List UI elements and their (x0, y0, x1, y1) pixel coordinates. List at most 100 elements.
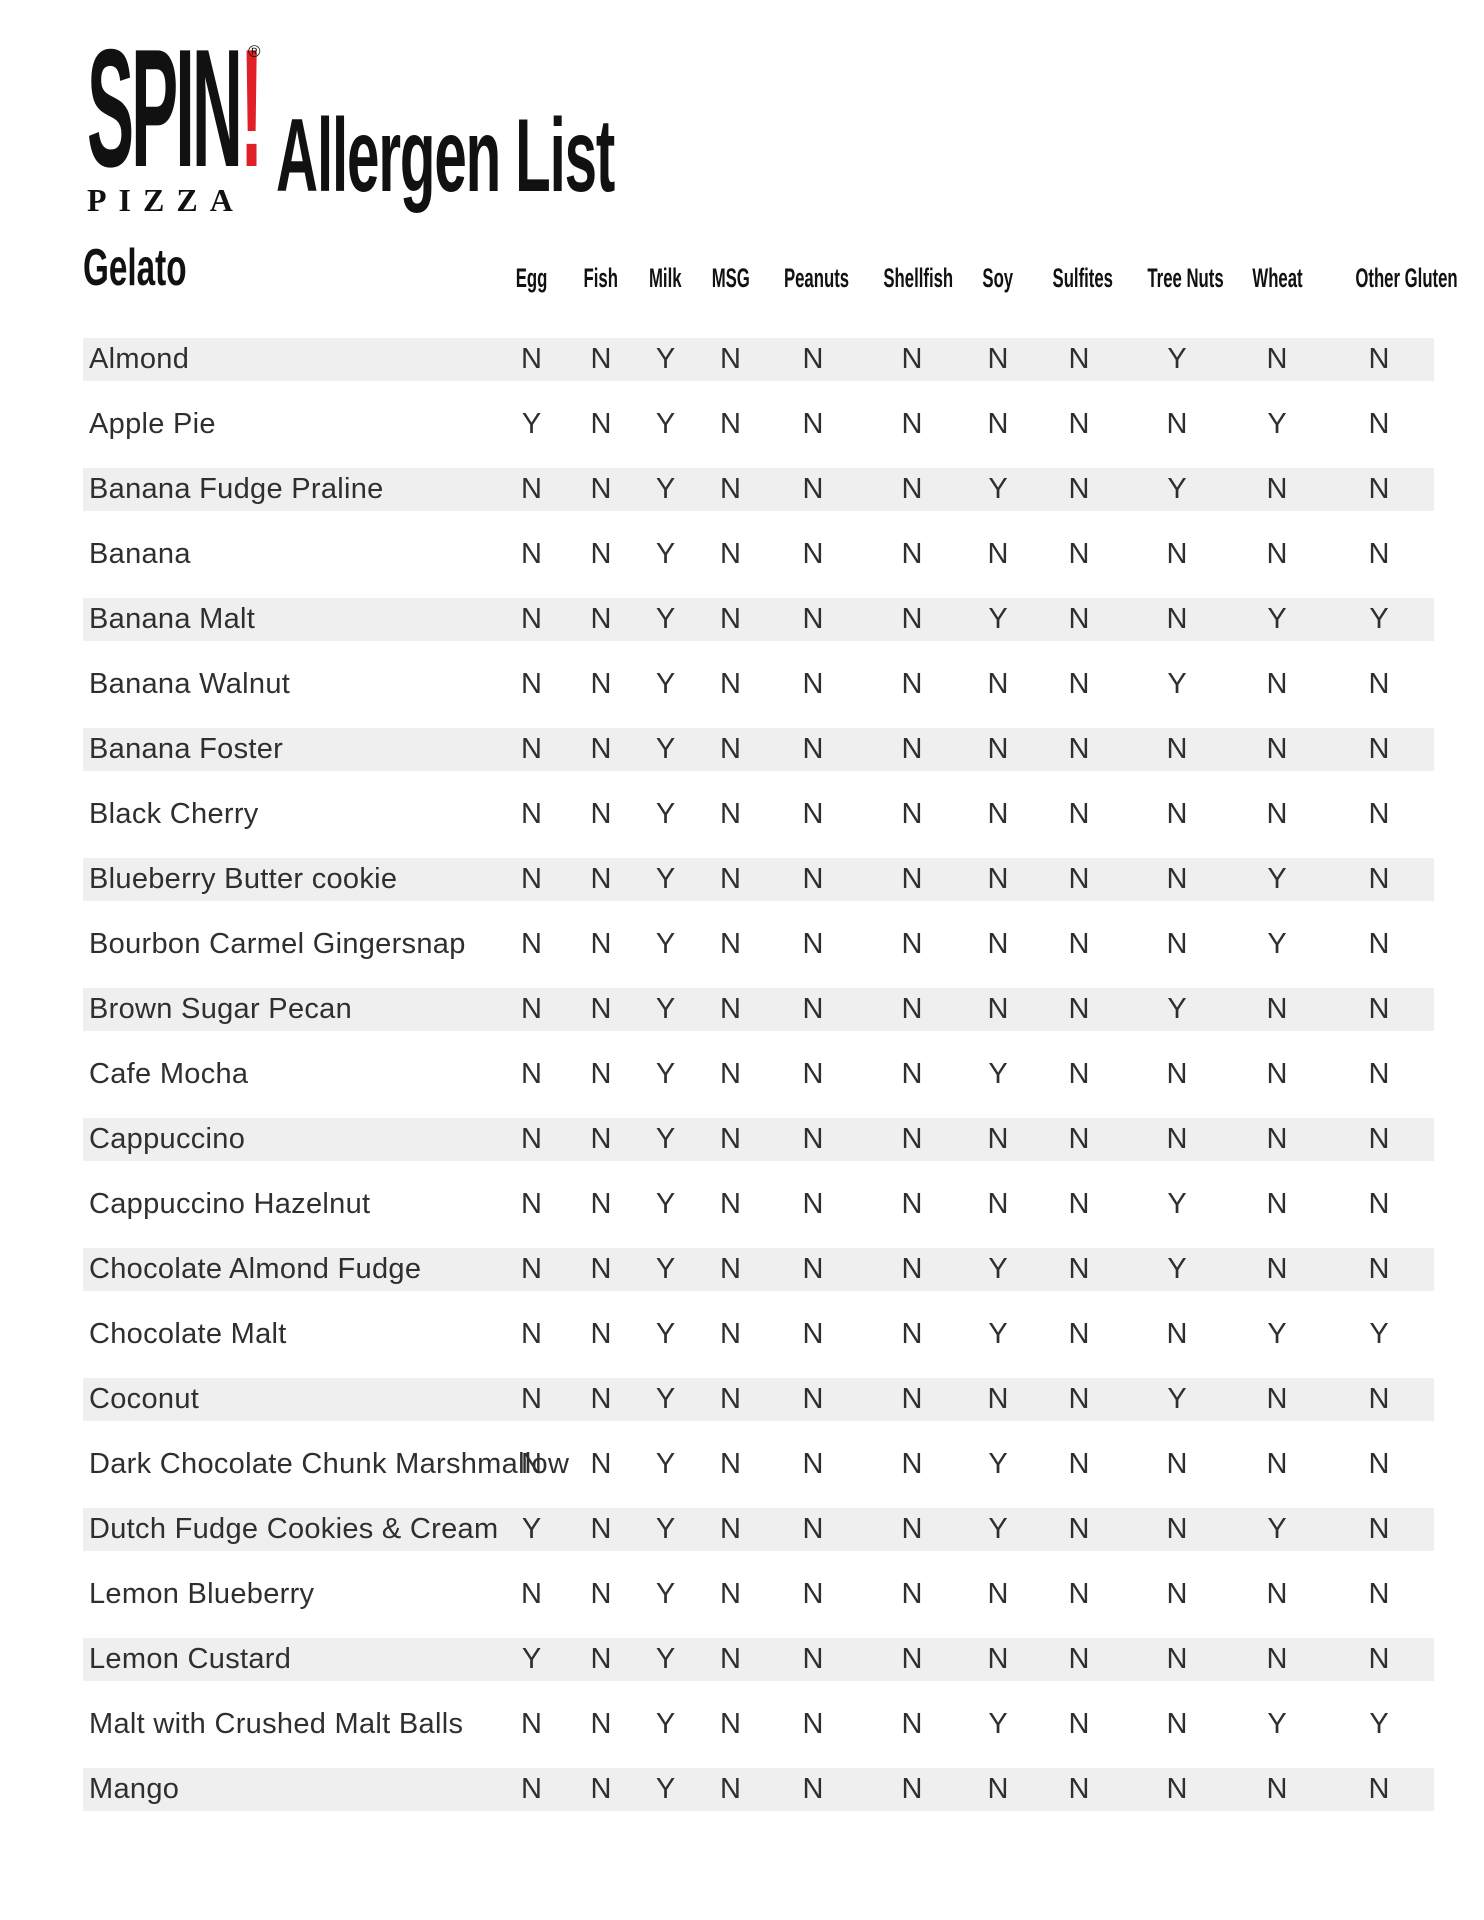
allergen-value: N (1068, 408, 1090, 440)
allergen-value: N (590, 603, 612, 635)
allergen-value: N (521, 1448, 542, 1480)
allergen-value: N (720, 1383, 741, 1415)
allergen-value: Y (655, 1708, 676, 1740)
allergen-value: N (987, 1773, 1009, 1805)
allergen-value: Y (655, 1448, 676, 1480)
allergen-value: N (901, 1643, 923, 1675)
allergen-value: N (590, 1123, 612, 1155)
allergen-value: N (1368, 1643, 1390, 1675)
allergen-value: N (720, 928, 741, 960)
allergen-table: Gelato Egg Fish Milk MSG Peanuts Shellfish Soy… (83, 240, 1458, 1833)
allergen-value: N (720, 473, 741, 505)
allergen-value: N (590, 1643, 612, 1675)
allergen-value: N (901, 1708, 923, 1740)
flavor-label: Banana Foster (89, 733, 284, 765)
allergen-value: N (901, 863, 923, 895)
allergen-value: N (1266, 473, 1288, 505)
allergen-value: Y (988, 1513, 1008, 1545)
allergen-value: N (1266, 1643, 1288, 1675)
table-row: Apple Pie Y N Y N N N N N N Y N (83, 403, 1434, 446)
table-row: Malt with Crushed Malt Balls N N Y N N N Y N N Y Y (83, 1703, 1434, 1746)
allergen-value: N (1368, 993, 1390, 1025)
allergen-value: N (802, 668, 824, 700)
allergen-value: N (1166, 1318, 1188, 1350)
allergen-value: N (720, 408, 741, 440)
table-row: Banana Malt N N Y N N N Y N N Y Y (83, 598, 1434, 641)
table-row: Cappuccino N N Y N N N N N N N N (83, 1118, 1434, 1161)
allergen-value: Y (1369, 1708, 1389, 1740)
allergen-value: N (1068, 1643, 1090, 1675)
allergen-value: N (802, 1188, 824, 1220)
allergen-value: N (1368, 343, 1390, 375)
allergen-value: N (590, 798, 612, 830)
allergen-value: N (1368, 1513, 1390, 1545)
flavor-label: Cappuccino (89, 1123, 246, 1155)
allergen-value: N (987, 798, 1009, 830)
allergen-value: N (720, 1253, 741, 1285)
registered-trademark-mark: ® (248, 42, 261, 61)
allergen-value: N (720, 603, 741, 635)
column-header: Shellfish (883, 263, 954, 293)
flavor-label: Cafe Mocha (89, 1058, 249, 1090)
allergen-value: Y (655, 1643, 676, 1675)
allergen-value: N (1068, 1708, 1090, 1740)
allergen-value: N (1068, 603, 1090, 635)
allergen-value: N (521, 798, 542, 830)
column-header: Egg (515, 263, 548, 293)
allergen-value: N (1368, 1123, 1390, 1155)
allergen-value: N (1166, 538, 1188, 570)
flavor-label: Chocolate Almond Fudge (89, 1253, 422, 1285)
allergen-value: N (1368, 1188, 1390, 1220)
allergen-value: N (802, 1318, 824, 1350)
allergen-value: N (590, 1448, 612, 1480)
allergen-value: N (802, 1643, 824, 1675)
allergen-value: Y (1167, 1253, 1187, 1285)
table-row: Cafe Mocha N N Y N N N Y N N N N (83, 1053, 1434, 1096)
allergen-value: N (1068, 1058, 1090, 1090)
allergen-value: Y (655, 863, 676, 895)
allergen-value: Y (655, 1253, 676, 1285)
allergen-value: Y (655, 343, 676, 375)
allergen-value: N (1266, 733, 1288, 765)
flavor-label: Banana (89, 538, 191, 570)
allergen-value: Y (655, 1058, 676, 1090)
allergen-value: N (1368, 1058, 1390, 1090)
table-row: Brown Sugar Pecan N N Y N N N N N Y N N (83, 988, 1434, 1031)
flavor-label: Blueberry Butter cookie (89, 863, 398, 895)
allergen-value: N (1166, 1448, 1188, 1480)
allergen-value: N (901, 343, 923, 375)
allergen-value: N (1068, 473, 1090, 505)
allergen-value: N (987, 1578, 1009, 1610)
allergen-value: N (1266, 993, 1288, 1025)
allergen-value: N (901, 1578, 923, 1610)
allergen-value: N (1068, 1318, 1090, 1350)
table-row: Banana Foster N N Y N N N N N N N N (83, 728, 1434, 771)
allergen-value: N (521, 1253, 542, 1285)
table-row: Chocolate Malt N N Y N N N Y N N Y Y (83, 1313, 1434, 1356)
allergen-value: N (987, 408, 1009, 440)
page-title: Allergen List (276, 98, 615, 214)
allergen-value: N (590, 538, 612, 570)
allergen-value: N (1368, 408, 1390, 440)
allergen-value: N (1266, 1123, 1288, 1155)
column-header: Milk (649, 263, 682, 293)
column-header: Wheat (1251, 263, 1303, 293)
allergen-value: N (1368, 863, 1390, 895)
allergen-value: N (802, 1578, 824, 1610)
column-header: Other Gluten (1355, 263, 1458, 293)
column-header: Peanuts (783, 263, 850, 293)
allergen-value: Y (1167, 1383, 1187, 1415)
allergen-value: N (1368, 733, 1390, 765)
allergen-value: N (1368, 928, 1390, 960)
allergen-value: N (521, 473, 542, 505)
allergen-value: N (521, 1773, 542, 1805)
table-row: Blueberry Butter cookie N N Y N N N N N N Y N (83, 858, 1434, 901)
allergen-value: N (590, 408, 612, 440)
allergen-value: Y (1267, 928, 1287, 960)
allergen-value: N (590, 1513, 612, 1545)
flavor-label: Brown Sugar Pecan (89, 993, 353, 1025)
allergen-value: N (720, 1448, 741, 1480)
allergen-value: N (1368, 1253, 1390, 1285)
table-row: Bourbon Carmel Gingersnap N N Y N N N N N N Y N (83, 923, 1434, 966)
allergen-value: Y (1369, 603, 1389, 635)
